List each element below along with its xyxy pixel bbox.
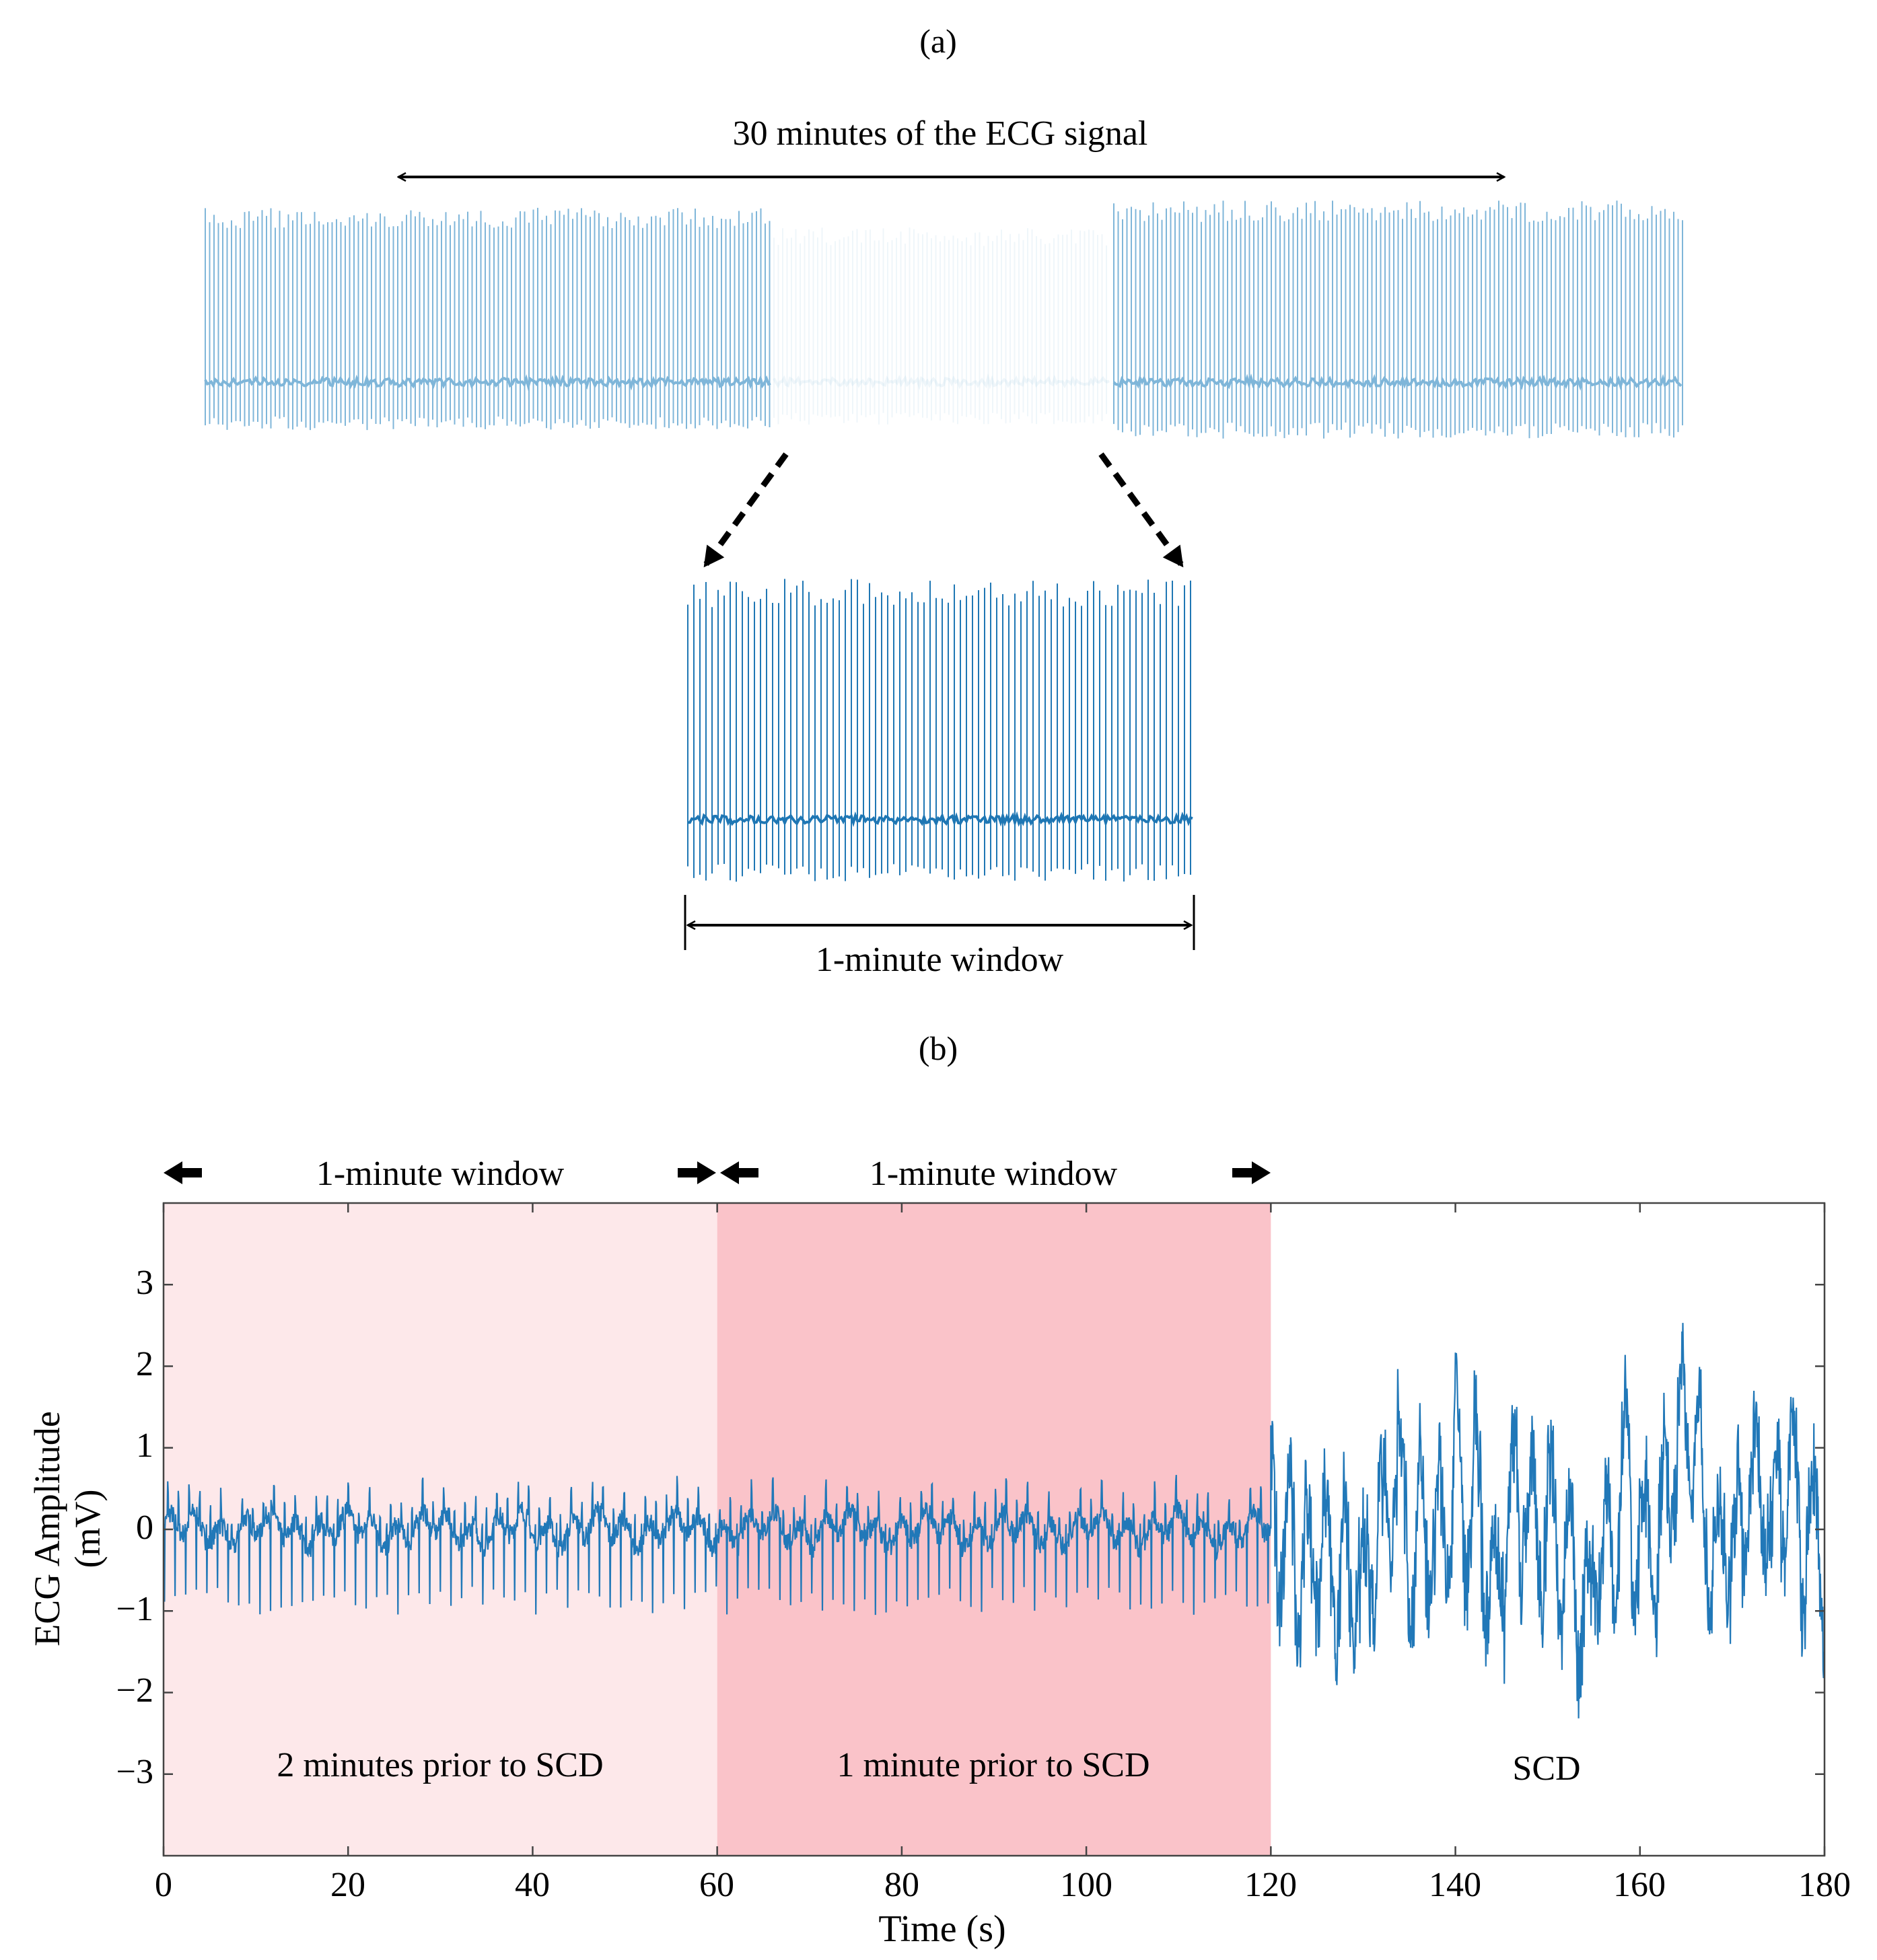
x-tick-label: 100 [1060, 1866, 1112, 1904]
region-label-scd: SCD [1512, 1749, 1580, 1788]
panel-a: (a) 30 minutes of the ECG signal 1-minut… [204, 22, 1683, 979]
x-tick-label: 0 [155, 1866, 172, 1904]
region-label-1min: 1 minute prior to SCD [837, 1746, 1149, 1784]
x-tick-label: 20 [330, 1866, 365, 1904]
ecg-strip [773, 227, 1107, 425]
y-tick-label: 1 [136, 1426, 153, 1465]
window-label-2: 1-minute window [870, 1155, 1118, 1193]
ecg-30min-signal [204, 201, 1683, 439]
arrow-left-2 [720, 1161, 758, 1184]
ecg-strip [205, 207, 771, 431]
ecg-1min-signal [687, 579, 1193, 882]
y-axis-unit: (mV) [67, 1490, 108, 1568]
panel-b-label: (b) [919, 1029, 958, 1067]
ecg-baseline [1112, 373, 1683, 391]
zoom-arrow-left [703, 452, 789, 568]
y-tick-label: 3 [136, 1264, 153, 1302]
x-axis-label: Time (s) [878, 1908, 1005, 1950]
region-label-2min: 2 minutes prior to SCD [277, 1746, 603, 1784]
x-tick-label: 80 [884, 1866, 919, 1904]
ecg-trace [162, 1323, 1825, 1718]
y-axis-label: ECG Amplitude [27, 1411, 67, 1646]
panel-a-label: (a) [919, 22, 957, 60]
ecg-strip [1113, 201, 1683, 439]
span-label: 30 minutes of the ECG signal [733, 114, 1148, 153]
x-tick-label: 120 [1244, 1866, 1297, 1904]
arrow-right-2 [1232, 1161, 1271, 1184]
y-tick-label: 2 [136, 1345, 153, 1383]
window-arrows [164, 1161, 1271, 1184]
x-tick-label: 40 [515, 1866, 550, 1904]
x-tick-label: 160 [1613, 1866, 1666, 1904]
zoom-arrow-right [1098, 452, 1184, 568]
window-label: 1-minute window [816, 941, 1064, 979]
x-tick-label: 180 [1798, 1866, 1851, 1904]
arrow-right-1 [678, 1161, 716, 1184]
y-tick-label: −1 [116, 1590, 153, 1628]
ecg-baseline [773, 373, 1110, 390]
x-tick-label: 140 [1429, 1866, 1481, 1904]
ecg-baseline [204, 373, 771, 392]
window-label-1: 1-minute window [316, 1155, 565, 1193]
ecg-strip [687, 579, 1191, 882]
x-tick-label: 60 [699, 1866, 734, 1904]
arrow-left-1 [164, 1161, 202, 1184]
y-tick-label: −2 [116, 1671, 153, 1710]
axis-ticks [162, 1203, 1826, 1856]
ecg-series-line [162, 1323, 1825, 1718]
panel-b: (b) 1-minute window 1-minute window 2 mi… [27, 1029, 1851, 1950]
ecg-baseline [688, 811, 1193, 828]
y-tick-label: 0 [136, 1509, 153, 1547]
y-tick-label: −3 [116, 1753, 153, 1791]
